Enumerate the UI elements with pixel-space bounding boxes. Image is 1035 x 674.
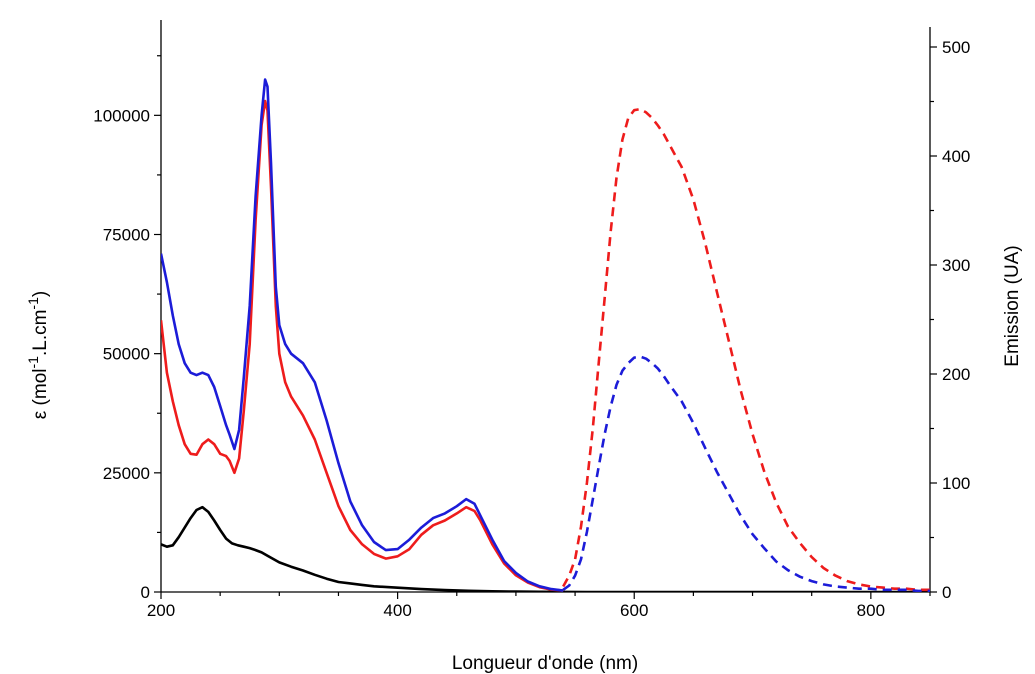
y-right-tick-label: 200: [942, 365, 970, 384]
x-tick-label: 600: [620, 601, 648, 620]
y-right-tick-label: 100: [942, 474, 970, 493]
y-left-tick-label: 0: [141, 583, 150, 602]
series-line-5: [562, 355, 930, 592]
y-left-title-end: ): [30, 291, 51, 297]
y-left-title-sup1: -1: [25, 356, 41, 369]
y-left-title-sup2: -1: [25, 297, 41, 310]
y-right-tick-label: 500: [942, 38, 970, 57]
x-tick-label: 800: [857, 601, 885, 620]
y-axis-right-title: Emission (UA): [1002, 245, 1023, 366]
y-left-title-mid: .L.cm: [30, 310, 51, 356]
x-axis-title: Longueur d'onde (nm): [452, 653, 638, 674]
y-left-tick-label: 50000: [103, 345, 150, 364]
y-left-tick-label: 75000: [103, 226, 150, 245]
y-left-title-eps: ε (mol: [30, 368, 51, 419]
chart-labels: Longueur d'onde (nm) ε (mol-1.L.cm-1) Em…: [25, 245, 1023, 674]
x-tick-label: 200: [147, 601, 175, 620]
y-right-tick-label: 300: [942, 256, 970, 275]
series-line-2: [161, 99, 564, 592]
chart-axes: 200 400 600 800 0 25000 50000 75000 100000 0 100 20…: [93, 20, 970, 620]
series-layer: [161, 78, 930, 592]
series-line-1: [161, 505, 930, 592]
series-line-3: [161, 78, 564, 592]
series-line-4: [562, 107, 930, 592]
y-left-tick-label: 25000: [103, 464, 150, 483]
x-tick-label: 400: [383, 601, 411, 620]
y-axis-left-title: ε (mol-1.L.cm-1): [25, 291, 51, 419]
y-right-tick-label: 0: [942, 583, 951, 602]
y-right-tick-label: 400: [942, 147, 970, 166]
y-left-tick-label: 100000: [93, 106, 150, 125]
